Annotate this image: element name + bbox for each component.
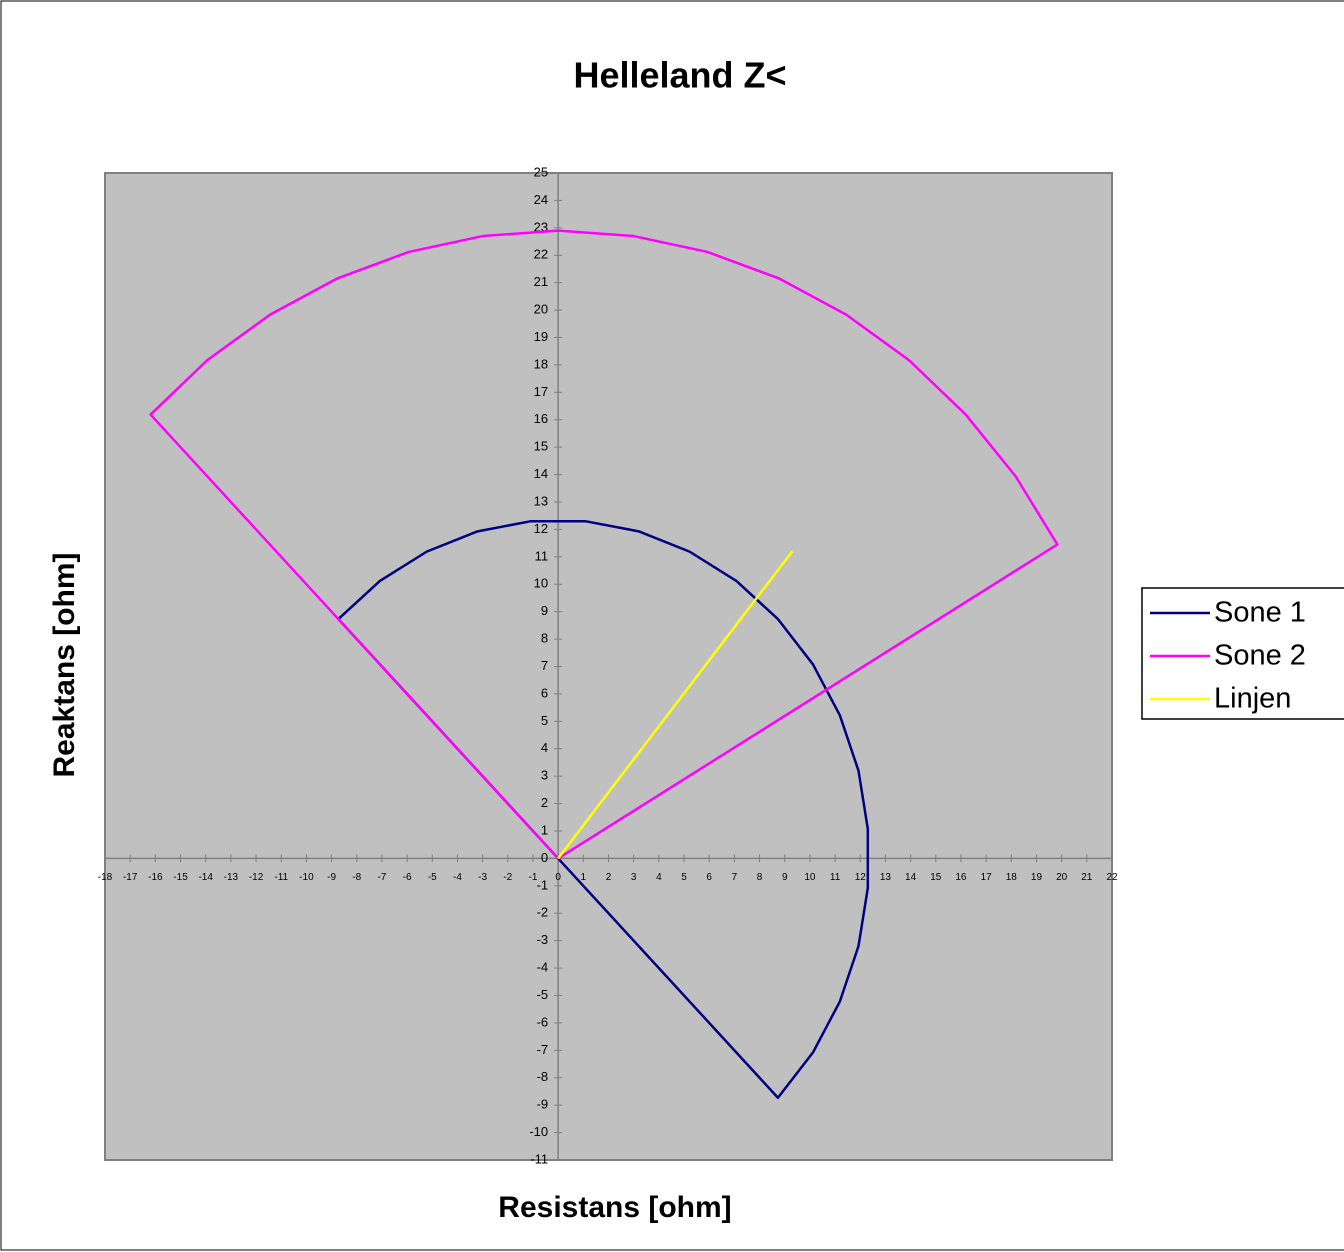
x-tick-label: -10 — [299, 872, 314, 883]
y-tick-label: 25 — [534, 164, 548, 179]
x-tick-label: -7 — [377, 872, 386, 883]
x-tick-label: -16 — [148, 872, 163, 883]
x-tick-label: 0 — [555, 872, 561, 883]
x-tick-label: -9 — [327, 872, 336, 883]
x-tick-label: -11 — [274, 872, 288, 883]
y-tick-label: -6 — [537, 1014, 549, 1029]
x-tick-label: -4 — [453, 872, 462, 883]
y-tick-label: 22 — [534, 247, 548, 262]
series-line — [337, 519, 870, 1100]
x-tick-label: 22 — [1106, 872, 1118, 883]
y-tick-label: 2 — [541, 795, 548, 810]
legend-box — [1141, 587, 1344, 720]
y-tick-label: 1 — [541, 822, 548, 837]
legend-label: Sone 1 — [1214, 597, 1306, 629]
x-axis-title: Resistans [ohm] — [498, 1191, 731, 1224]
y-tick-label: -7 — [537, 1042, 549, 1057]
y-tick-label: 6 — [541, 685, 548, 700]
plot-area — [104, 172, 1113, 1161]
x-tick-label: -6 — [403, 872, 412, 883]
x-tick-label: 21 — [1081, 872, 1093, 883]
chart-title: Helleland Z< — [573, 55, 786, 96]
x-tick-label: 13 — [880, 872, 892, 883]
x-tick-label: -8 — [352, 872, 361, 883]
x-tick-label: 17 — [981, 872, 993, 883]
y-tick-label: 3 — [541, 768, 548, 783]
x-tick-label: 10 — [804, 872, 816, 883]
legend-label: Linjen — [1214, 683, 1291, 715]
x-tick-label: -18 — [98, 872, 113, 883]
y-tick-label: 11 — [535, 548, 549, 563]
y-tick-label: 20 — [534, 302, 548, 317]
x-tick-label: -5 — [428, 872, 437, 883]
x-tick-label: 18 — [1006, 872, 1018, 883]
y-tick-label: 5 — [541, 713, 548, 728]
x-tick-label: 1 — [581, 872, 587, 883]
x-tick-label: -12 — [249, 872, 264, 883]
y-tick-label: 0 — [541, 850, 548, 865]
y-tick-label: 7 — [541, 658, 548, 673]
x-tick-label: 19 — [1031, 872, 1043, 883]
y-tick-label: 13 — [534, 493, 548, 508]
x-tick-label: 8 — [757, 872, 763, 883]
x-tick-label: 7 — [732, 872, 738, 883]
y-tick-label: -3 — [537, 932, 549, 947]
x-tick-label: 3 — [631, 872, 637, 883]
x-tick-label: 5 — [681, 872, 687, 883]
x-tick-label: -14 — [198, 872, 213, 883]
y-tick-label: 15 — [534, 439, 548, 454]
y-tick-label: -4 — [537, 960, 549, 975]
x-tick-label: 9 — [782, 872, 788, 883]
y-tick-label: 16 — [534, 411, 548, 426]
x-tick-label: 12 — [855, 872, 867, 883]
x-tick-label: 14 — [905, 872, 917, 883]
y-tick-label: 14 — [534, 466, 548, 481]
x-tick-label: 20 — [1056, 872, 1068, 883]
y-tick-label: 21 — [534, 274, 548, 289]
x-tick-label: -2 — [503, 872, 512, 883]
x-tick-label: -17 — [123, 872, 138, 883]
x-tick-label: -15 — [173, 872, 188, 883]
x-tick-label: 2 — [606, 872, 612, 883]
y-tick-label: -8 — [537, 1069, 549, 1084]
series-line — [149, 229, 1059, 860]
y-tick-label: 17 — [534, 384, 548, 399]
y-tick-label: 24 — [534, 192, 548, 207]
y-tick-label: -9 — [537, 1097, 549, 1112]
y-tick-label: 4 — [541, 740, 548, 755]
y-tick-label: -10 — [529, 1124, 548, 1139]
x-tick-label: 16 — [955, 872, 967, 883]
y-tick-label: 18 — [534, 356, 548, 371]
x-tick-label: -3 — [478, 872, 487, 883]
x-tick-label: -1 — [529, 872, 538, 883]
y-tick-label: 10 — [534, 576, 548, 591]
legend-label: Sone 2 — [1214, 640, 1306, 672]
series-line — [557, 550, 794, 860]
y-tick-label: -1 — [537, 877, 549, 892]
y-tick-label: 8 — [541, 631, 548, 646]
y-tick-label: 12 — [534, 521, 548, 536]
y-axis-title: Reaktans [ohm] — [48, 552, 81, 777]
x-tick-label: 15 — [930, 872, 942, 883]
x-tick-label: 6 — [706, 872, 712, 883]
x-tick-label: -13 — [224, 872, 239, 883]
y-tick-label: 9 — [541, 603, 548, 618]
x-tick-label: 4 — [656, 872, 662, 883]
y-tick-label: 19 — [534, 329, 548, 344]
x-tick-label: 11 — [830, 872, 841, 883]
y-tick-label: -2 — [537, 905, 549, 920]
y-tick-label: -5 — [537, 987, 549, 1002]
y-tick-label: -11 — [530, 1151, 548, 1166]
